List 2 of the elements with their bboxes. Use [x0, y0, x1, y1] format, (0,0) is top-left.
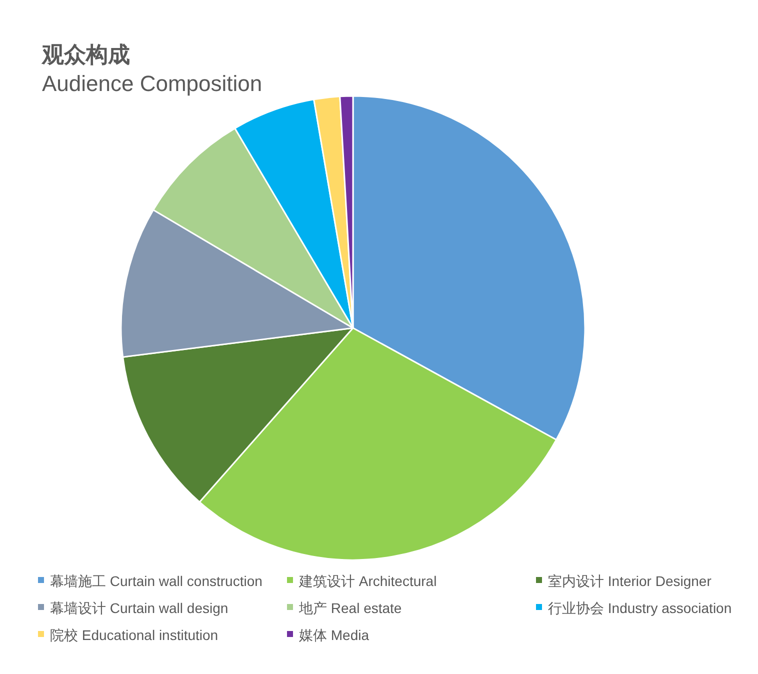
title: 观众构成: [42, 42, 130, 68]
subtitle: Audience Composition: [42, 71, 262, 96]
